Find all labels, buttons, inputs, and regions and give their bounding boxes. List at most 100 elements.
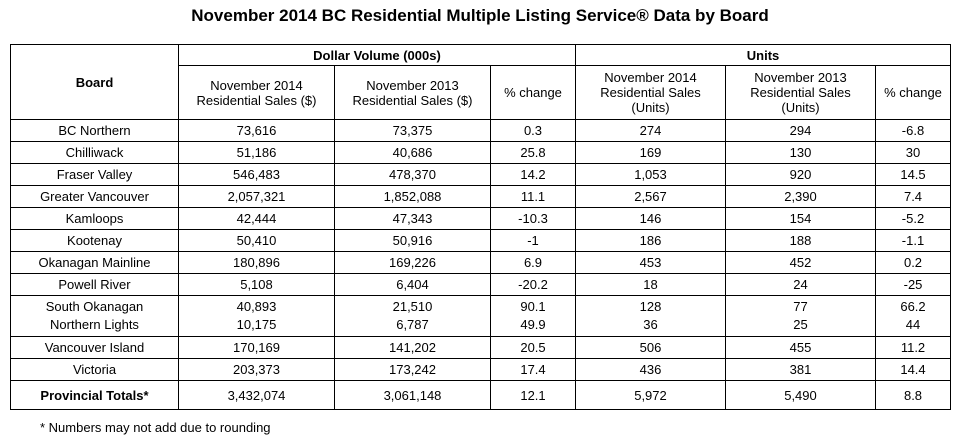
cell-dollar-volume-2013: 40,686 xyxy=(334,141,491,164)
cell-dollar-volume-2014: 546,483 xyxy=(178,163,335,186)
cell-dollar-volume-change: 20.5 xyxy=(490,336,576,359)
cell-board: Greater Vancouver xyxy=(10,185,179,208)
header-line: (Units) xyxy=(781,100,820,115)
total-cell-units-2014: 5,972 xyxy=(575,380,726,410)
table-row: Powell River 5,108 6,404 -20.2 18 24 -25 xyxy=(10,273,952,296)
cell-units-change: 14.5 xyxy=(874,163,952,186)
cell-line: 36 xyxy=(643,317,658,332)
cell-dollar-volume-2014: 170,169 xyxy=(178,336,335,359)
cell-line: 40,893 xyxy=(236,299,277,314)
cell-line: Northern Lights xyxy=(50,317,139,332)
header-dv-change: % change xyxy=(490,65,576,120)
cell-dollar-volume-2013: 21,510 6,787 xyxy=(334,295,491,337)
cell-units-2014: 128 36 xyxy=(575,295,726,337)
cell-units-change: 7.4 xyxy=(874,185,952,208)
cell-dollar-volume-2013: 50,916 xyxy=(334,229,491,252)
cell-dollar-volume-change: 0.3 xyxy=(490,119,576,142)
cell-dollar-volume-2013: 73,375 xyxy=(334,119,491,142)
cell-units-change: 0.2 xyxy=(874,251,952,274)
cell-board: Victoria xyxy=(10,358,179,381)
cell-dollar-volume-2013: 1,852,088 xyxy=(334,185,491,208)
cell-line: 66.2 xyxy=(900,299,926,314)
total-cell-dollar-volume-2014: 3,432,074 xyxy=(178,380,335,410)
cell-units-2014: 1,053 xyxy=(575,163,726,186)
cell-board: Kootenay xyxy=(10,229,179,252)
cell-units-2013: 455 xyxy=(725,336,876,359)
cell-units-2013: 920 xyxy=(725,163,876,186)
header-units-nov-2014: November 2014 Residential Sales (Units) xyxy=(575,65,726,120)
table-row: Vancouver Island 170,169 141,202 20.5 506 455… xyxy=(10,336,952,359)
table-row: Chilliwack 51,186 40,686 25.8 169 130 30 xyxy=(10,141,952,164)
cell-board: Chilliwack xyxy=(10,141,179,164)
cell-line: 25 xyxy=(793,317,808,332)
table-row-merged: South Okanagan Northern Lights 40,893 10,17… xyxy=(10,295,952,337)
cell-dollar-volume-2014: 42,444 xyxy=(178,207,335,230)
cell-board: Vancouver Island xyxy=(10,336,179,359)
cell-line: 90.1 xyxy=(520,299,546,314)
cell-units-2013: 130 xyxy=(725,141,876,164)
header-line: Residential Sales ($) xyxy=(352,92,473,108)
header-units: Units xyxy=(574,44,952,66)
cell-board: Fraser Valley xyxy=(10,163,179,186)
cell-units-2014: 146 xyxy=(575,207,726,230)
total-cell-dollar-volume-2013: 3,061,148 xyxy=(334,380,491,410)
cell-dollar-volume-2013: 169,226 xyxy=(334,251,491,274)
cell-dollar-volume-2013: 6,404 xyxy=(334,273,491,296)
cell-line: 49.9 xyxy=(520,317,546,332)
cell-dollar-volume-2014: 2,057,321 xyxy=(178,185,335,208)
cell-dollar-volume-2014: 73,616 xyxy=(178,119,335,142)
cell-board: Kamloops xyxy=(10,207,179,230)
mls-data-table: Board Dollar Volume (000s) Units Novembe… xyxy=(10,44,952,410)
total-cell-board: Provincial Totals* xyxy=(10,380,179,410)
cell-units-2014: 506 xyxy=(575,336,726,359)
cell-units-change: 66.2 44 xyxy=(874,295,952,337)
totals-row: Provincial Totals* 3,432,074 3,061,148 12.1… xyxy=(10,380,952,410)
cell-line: 77 xyxy=(793,299,808,314)
cell-dollar-volume-2014: 180,896 xyxy=(178,251,335,274)
cell-units-2014: 18 xyxy=(575,273,726,296)
cell-units-change: -25 xyxy=(874,273,952,296)
cell-dollar-volume-2013: 478,370 xyxy=(334,163,491,186)
cell-dollar-volume-change: 25.8 xyxy=(490,141,576,164)
cell-dollar-volume-change: -1 xyxy=(490,229,576,252)
cell-dollar-volume-change: 90.1 49.9 xyxy=(490,295,576,337)
header-line: Residential Sales xyxy=(750,85,851,100)
cell-dollar-volume-2013: 141,202 xyxy=(334,336,491,359)
cell-dollar-volume-2014: 40,893 10,175 xyxy=(178,295,335,337)
cell-units-2013: 452 xyxy=(725,251,876,274)
table-row: Kootenay 50,410 50,916 -1 186 188 -1.1 xyxy=(10,229,952,252)
cell-dollar-volume-2013: 47,343 xyxy=(334,207,491,230)
cell-units-2013: 188 xyxy=(725,229,876,252)
total-cell-dollar-volume-change: 12.1 xyxy=(490,380,576,410)
cell-units-change: 30 xyxy=(874,141,952,164)
cell-units-2013: 24 xyxy=(725,273,876,296)
footnote: * Numbers may not add due to rounding xyxy=(40,420,271,435)
header-dv-nov-2013: November 2013 Residential Sales ($) xyxy=(334,65,491,120)
cell-line: 6,787 xyxy=(396,317,429,332)
table-row: Fraser Valley 546,483 478,370 14.2 1,053 920 1… xyxy=(10,163,952,186)
cell-dollar-volume-2014: 50,410 xyxy=(178,229,335,252)
cell-board: BC Northern xyxy=(10,119,179,142)
cell-dollar-volume-2013: 173,242 xyxy=(334,358,491,381)
table-row: Kamloops 42,444 47,343 -10.3 146 154 -5.2 xyxy=(10,207,952,230)
cell-units-2013: 294 xyxy=(725,119,876,142)
cell-units-change: 14.4 xyxy=(874,358,952,381)
header-line: November 2014 xyxy=(210,77,303,93)
table-row: Okanagan Mainline 180,896 169,226 6.9 453 452… xyxy=(10,251,952,274)
total-cell-units-change: 8.8 xyxy=(874,380,952,410)
cell-units-2014: 2,567 xyxy=(575,185,726,208)
header-board: Board xyxy=(10,44,179,120)
cell-units-2014: 274 xyxy=(575,119,726,142)
total-cell-units-2013: 5,490 xyxy=(725,380,876,410)
cell-units-change: -5.2 xyxy=(874,207,952,230)
cell-line: 10,175 xyxy=(236,317,277,332)
cell-line: 44 xyxy=(905,317,921,332)
cell-board: Okanagan Mainline xyxy=(10,251,179,274)
table-row: Greater Vancouver 2,057,321 1,852,088 11.1 2… xyxy=(10,185,952,208)
table-row: Victoria 203,373 173,242 17.4 436 381 14.4 xyxy=(10,358,952,381)
header-line: November 2013 xyxy=(366,77,459,93)
cell-dollar-volume-change: -10.3 xyxy=(490,207,576,230)
header-units-nov-2013: November 2013 Residential Sales (Units) xyxy=(725,65,876,120)
header-line: Residential Sales xyxy=(600,85,701,100)
cell-dollar-volume-2014: 5,108 xyxy=(178,273,335,296)
